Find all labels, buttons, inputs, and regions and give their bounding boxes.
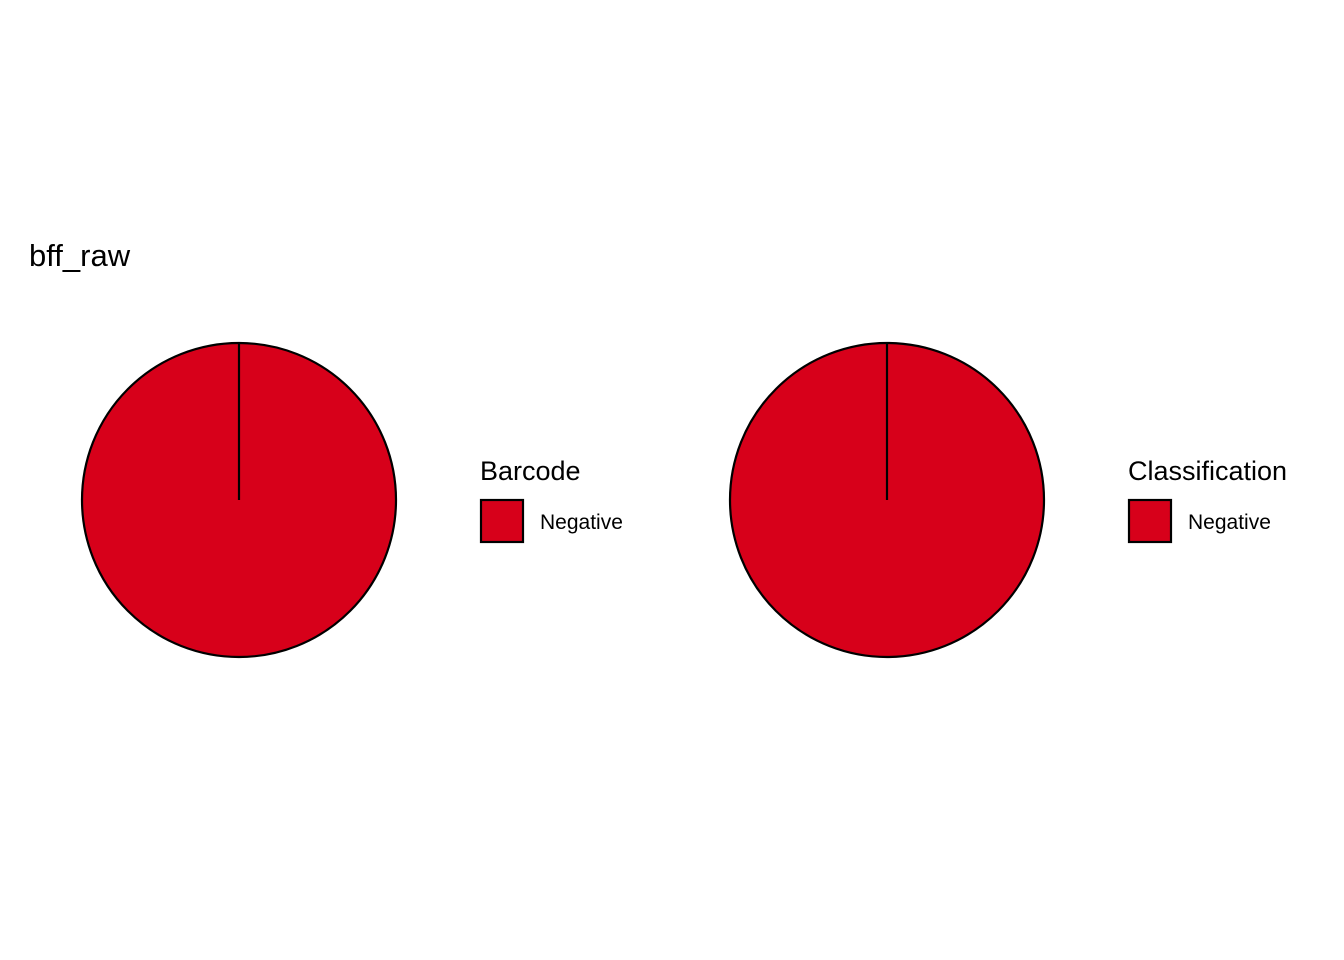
legend: Classification Negative: [1127, 456, 1287, 544]
legend-label: Negative: [540, 511, 623, 534]
plot-title: bff_raw: [29, 238, 131, 273]
legend-swatch: [1127, 498, 1173, 544]
legend-label: Negative: [1188, 511, 1271, 534]
legend-title: Classification: [1128, 456, 1287, 486]
legend: Barcode Negative: [479, 456, 623, 544]
legend-swatch: [479, 498, 525, 544]
pie-chart-1: [80, 341, 398, 659]
legend-title: Barcode: [480, 456, 581, 486]
pie-chart-2: [728, 341, 1046, 659]
